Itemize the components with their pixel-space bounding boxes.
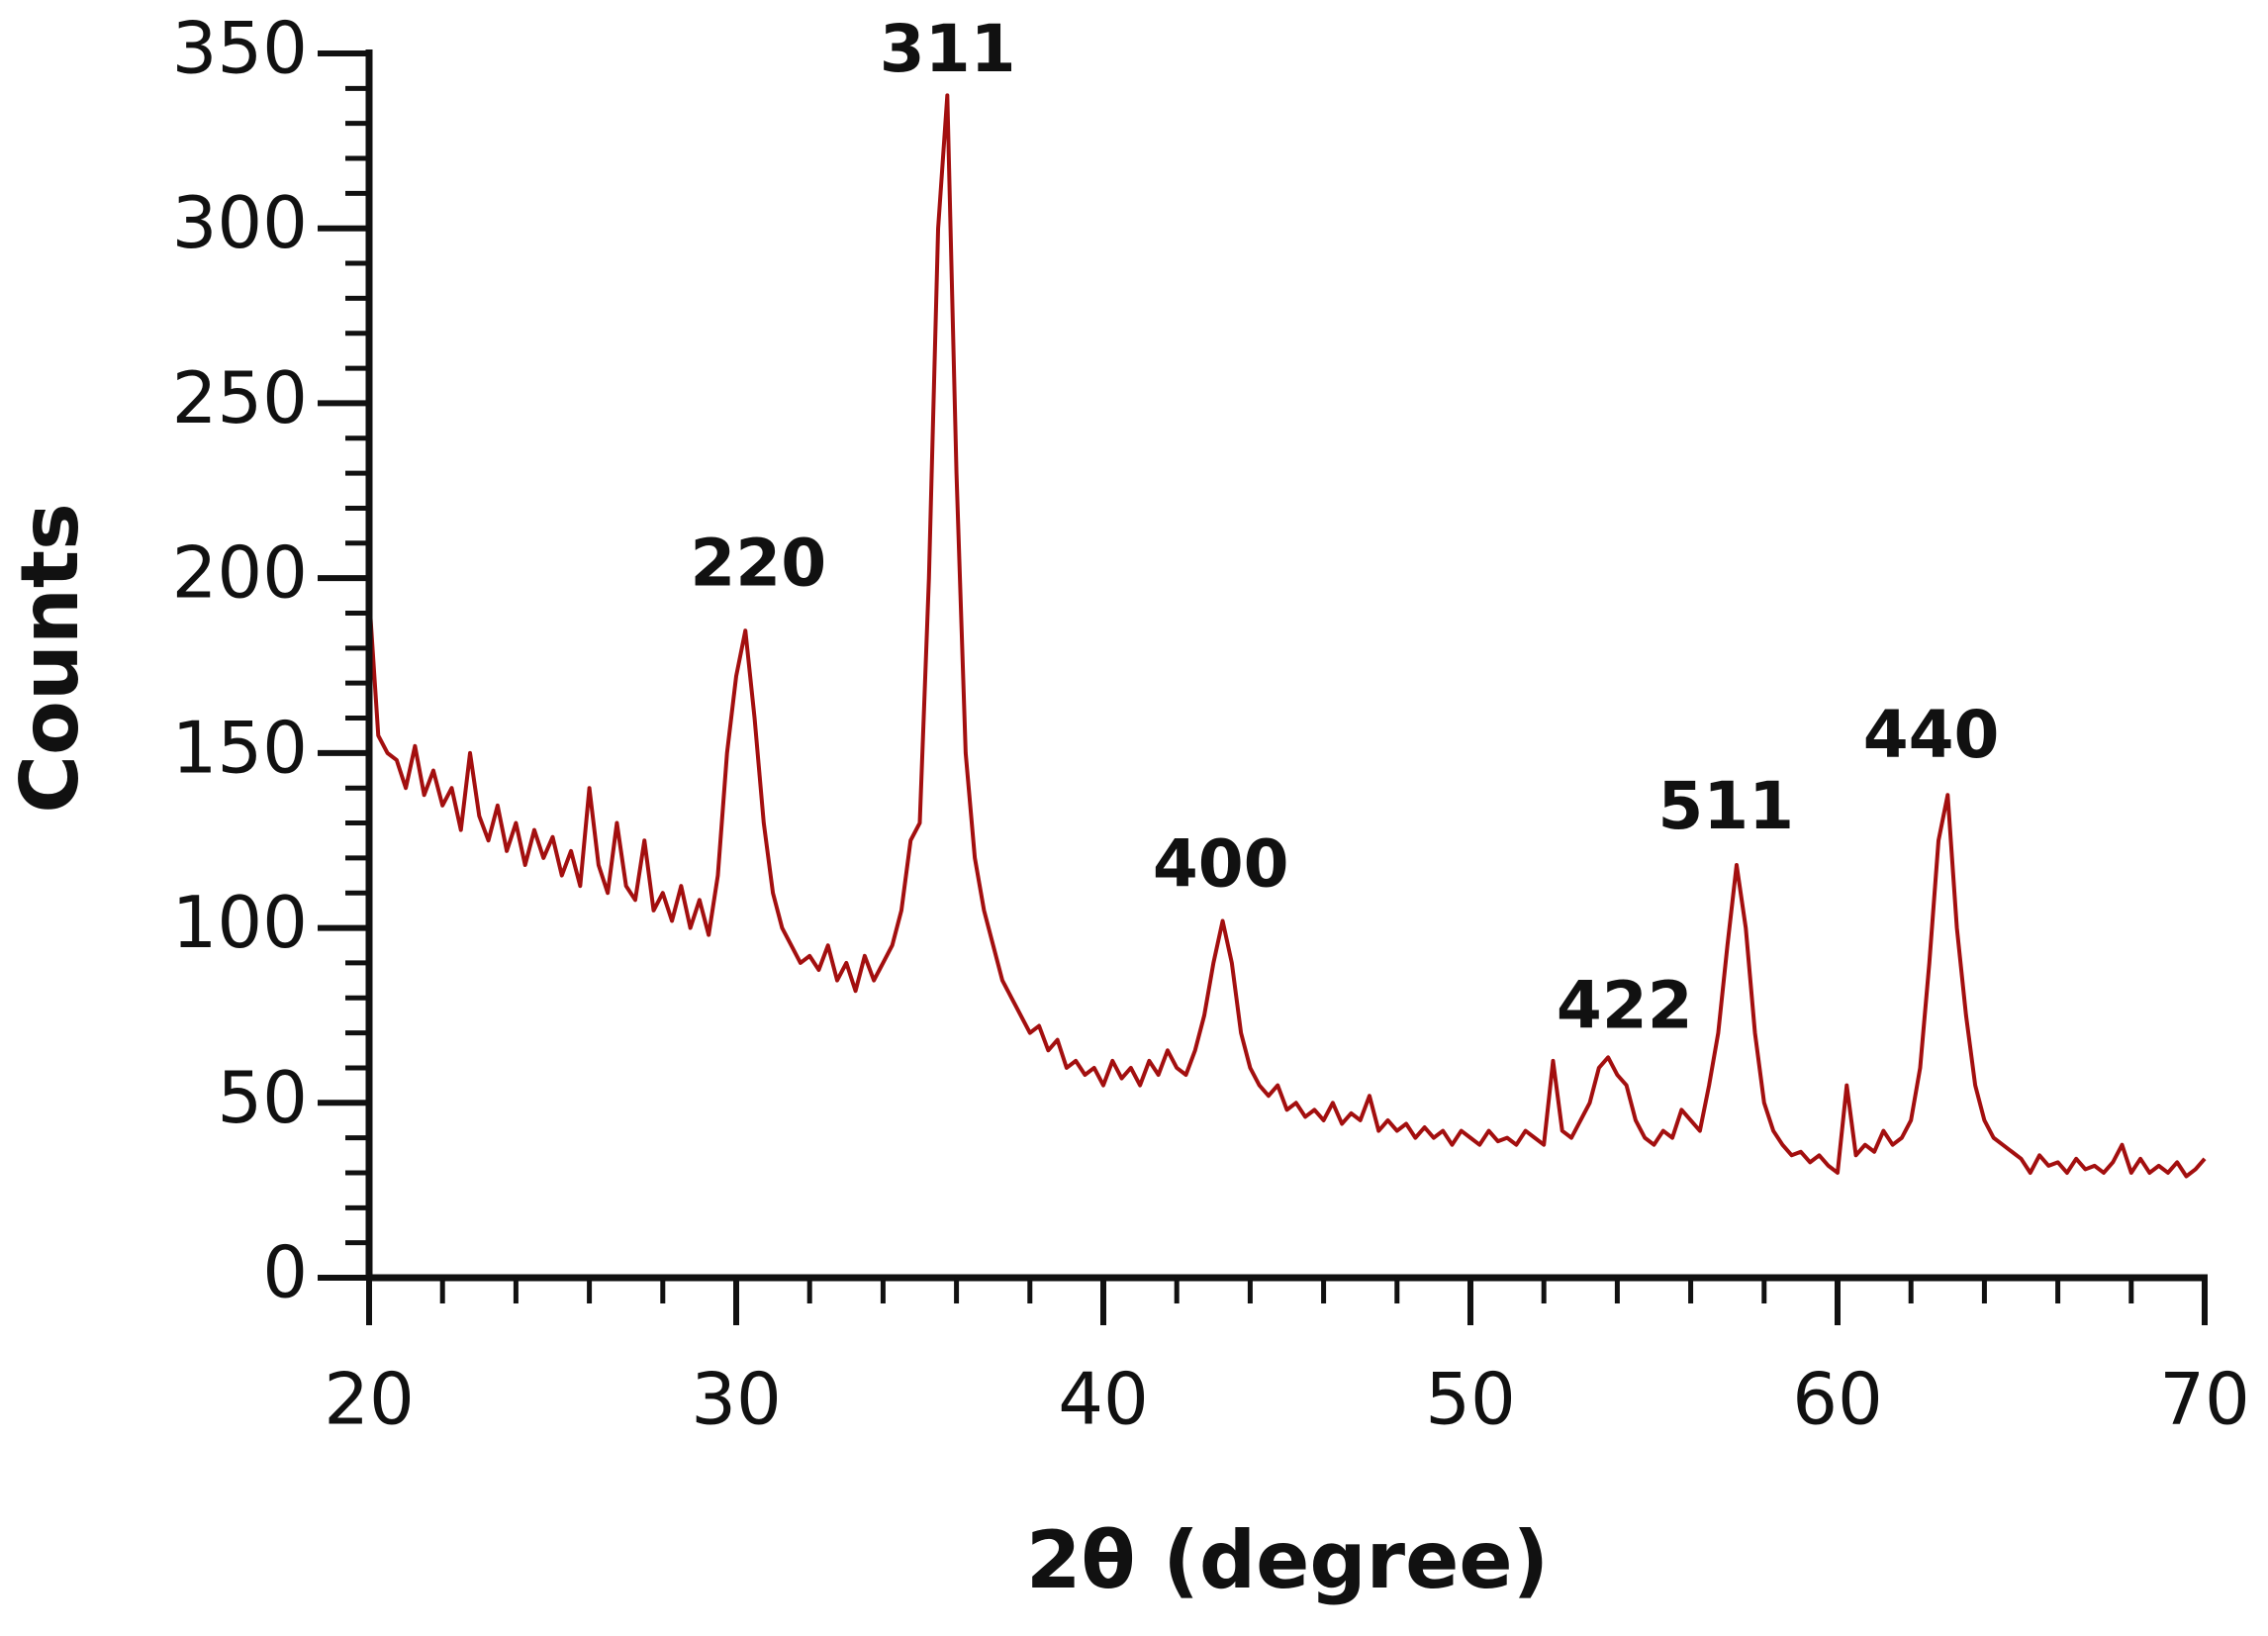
y-axis-title: Counts — [4, 503, 96, 813]
peak-label: 311 — [880, 11, 1016, 87]
y-tick-label: 350 — [172, 7, 308, 90]
y-tick-label: 50 — [217, 1056, 308, 1139]
y-tick-label: 200 — [172, 531, 308, 615]
y-tick-label: 300 — [172, 181, 308, 264]
x-tick-label: 50 — [1425, 1358, 1516, 1441]
x-tick-label: 70 — [2159, 1358, 2250, 1441]
peak-label: 422 — [1557, 968, 1693, 1044]
peak-label: 440 — [1863, 697, 2000, 773]
y-tick-label: 150 — [172, 706, 308, 789]
peak-label: 220 — [690, 526, 826, 602]
peak-label: 511 — [1657, 768, 1794, 844]
x-tick-label: 60 — [1792, 1358, 1883, 1441]
y-tick-label: 100 — [172, 881, 308, 964]
y-tick-label: 0 — [262, 1231, 308, 1314]
x-axis-title: 2θ (degree) — [1026, 1514, 1549, 1606]
data-line — [367, 93, 2207, 1179]
x-tick-label: 20 — [324, 1358, 415, 1441]
peak-label: 400 — [1153, 826, 1289, 903]
x-tick-label: 30 — [691, 1358, 782, 1441]
x-tick-label: 40 — [1058, 1358, 1149, 1441]
y-tick-label: 250 — [172, 356, 308, 439]
